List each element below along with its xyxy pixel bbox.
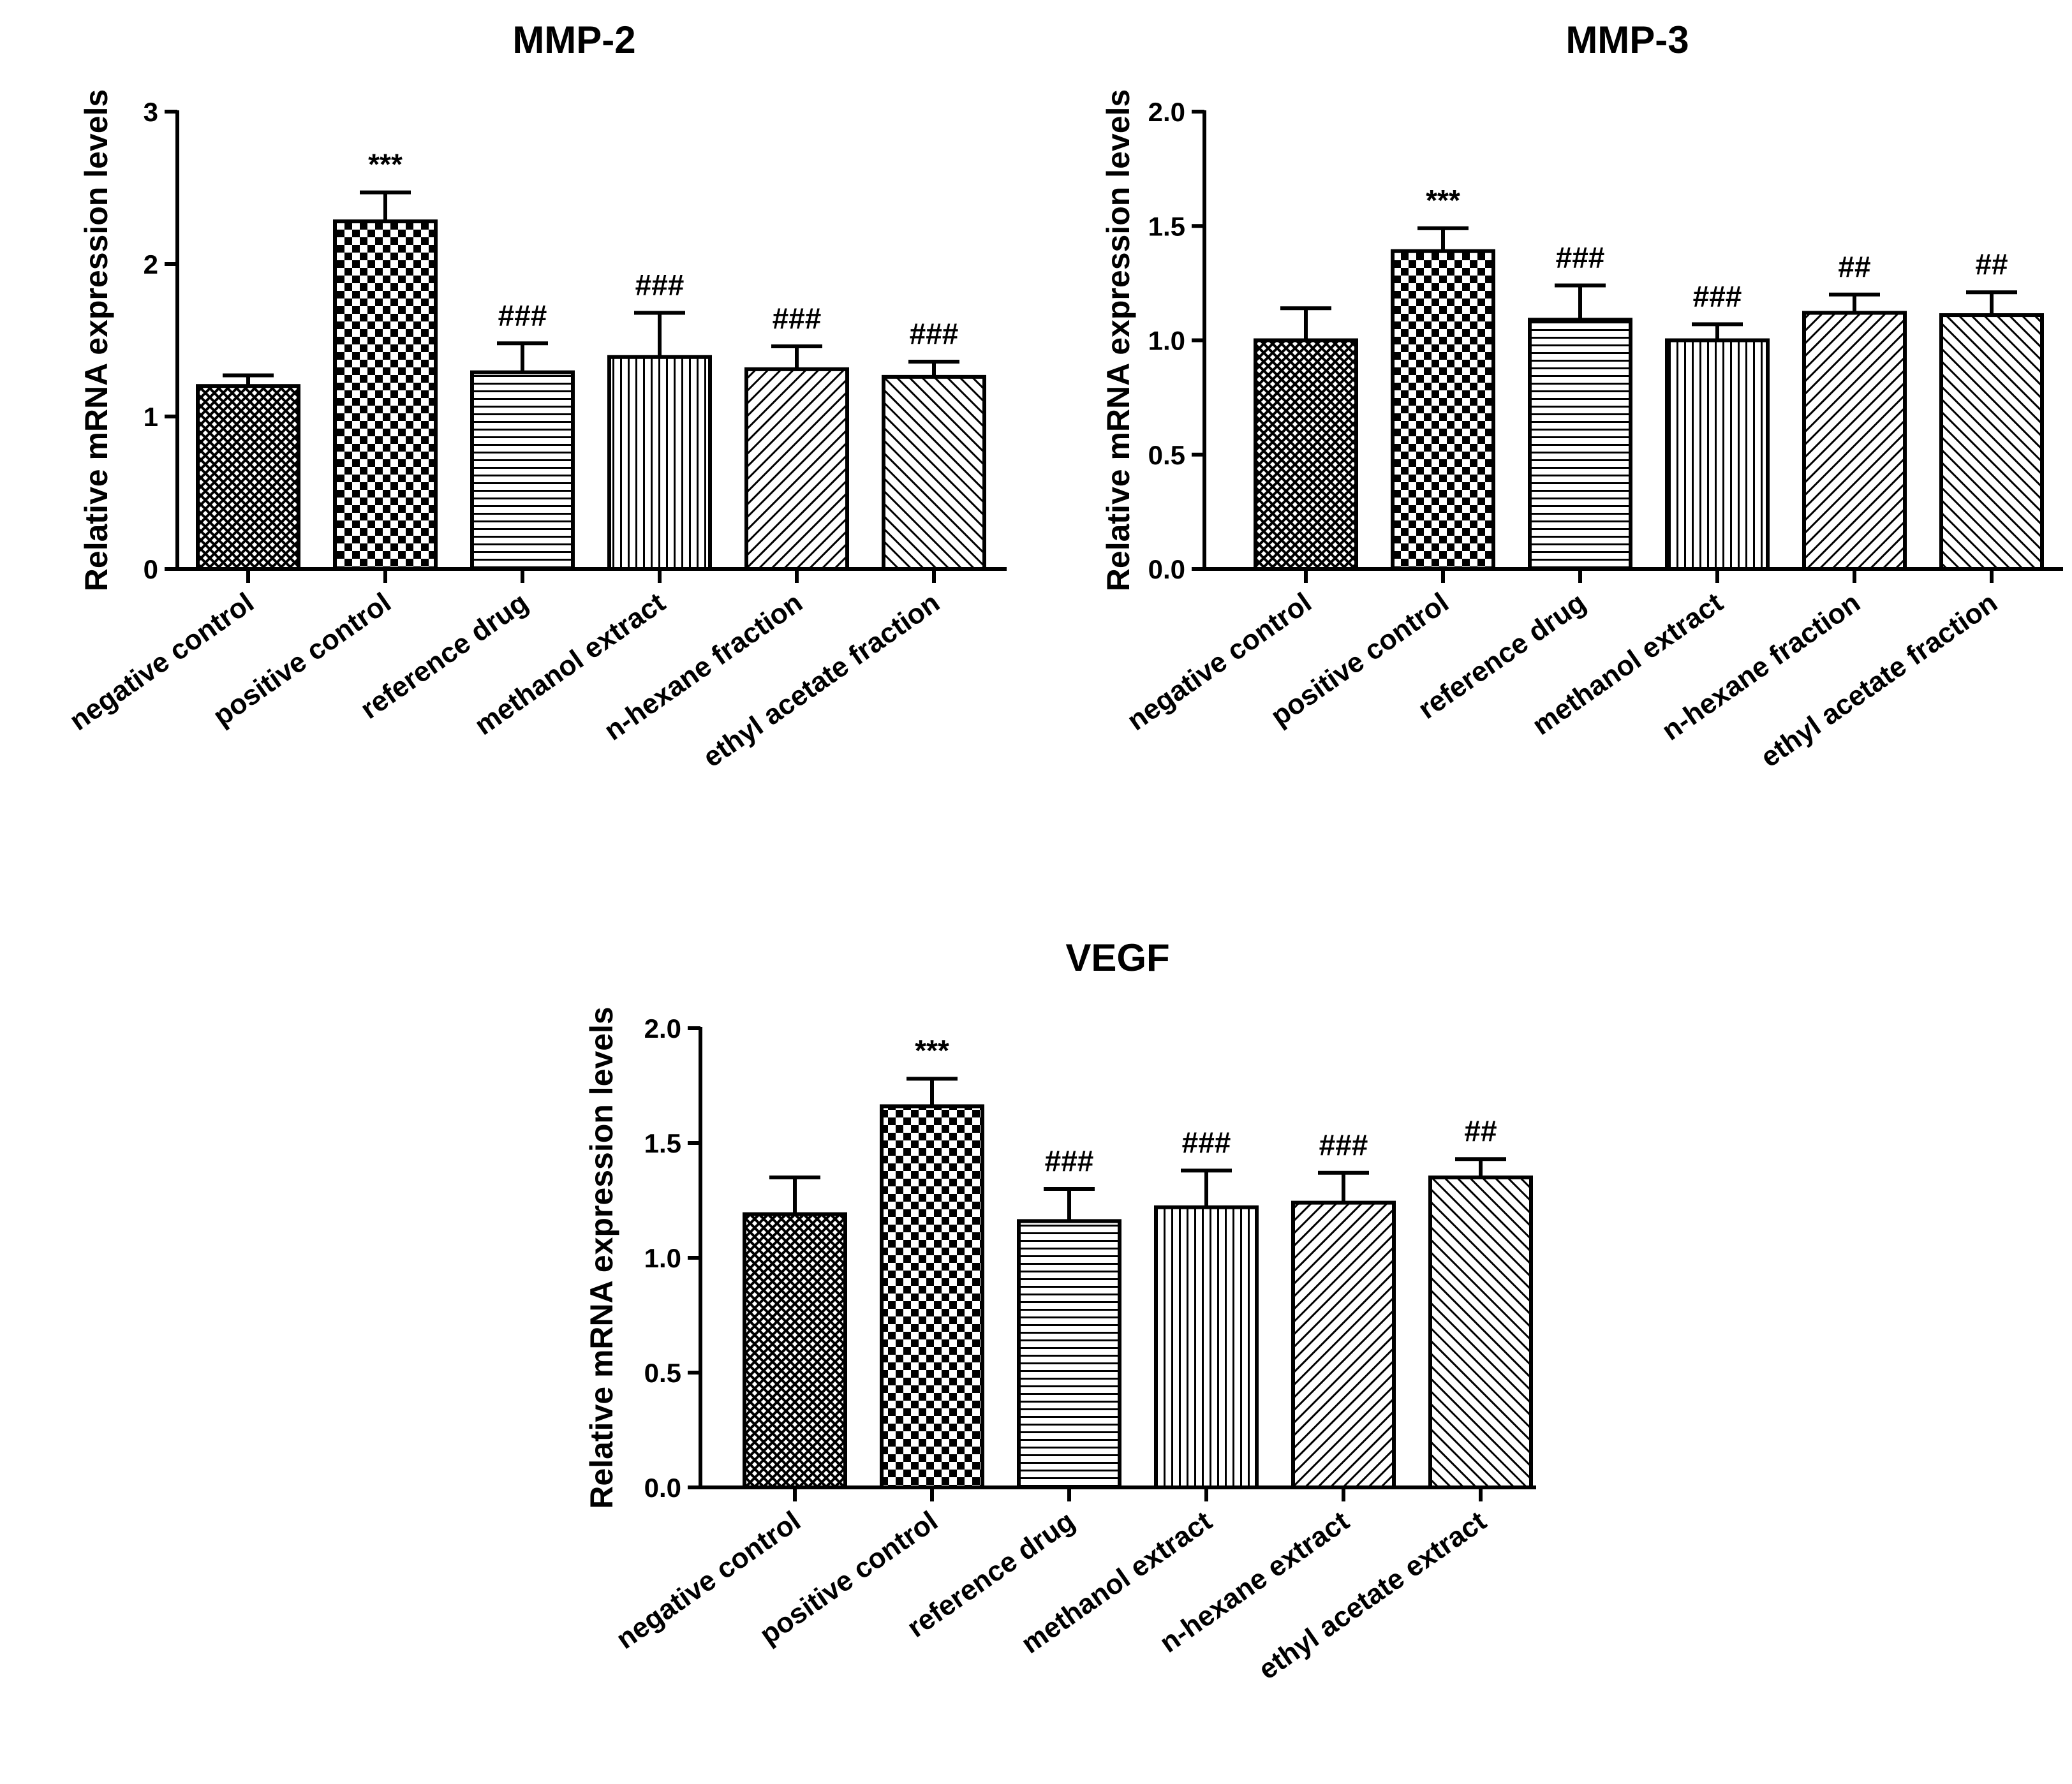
bar-ethyl-acetate-extract bbox=[1428, 1176, 1533, 1489]
y-tick-label: 1.5 bbox=[644, 1128, 681, 1158]
y-axis-label: Relative mRNA expression levels bbox=[1100, 89, 1136, 591]
significance-annotation: ### bbox=[498, 299, 547, 332]
bar-positive-control bbox=[333, 219, 438, 571]
y-tick-label: 3 bbox=[144, 97, 158, 127]
significance-annotation: ### bbox=[1182, 1126, 1231, 1159]
bar-n-hexane-extract bbox=[1291, 1200, 1396, 1489]
bar-reference-drug bbox=[1528, 318, 1632, 571]
y-tick-label: 0 bbox=[144, 554, 158, 584]
y-axis-label: Relative mRNA expression levels bbox=[584, 1006, 619, 1508]
significance-annotation: *** bbox=[1426, 184, 1460, 217]
chart-title: MMP-2 bbox=[512, 18, 635, 61]
significance-annotation: ### bbox=[1556, 240, 1605, 274]
y-tick-label: 2.0 bbox=[644, 1014, 681, 1043]
chart-panel-vegf: VEGF Relative mRNA expression levels 0.0 0.… bbox=[584, 936, 1536, 1686]
y-tick-label: 1.5 bbox=[1148, 211, 1185, 241]
y-tick-label: 0.5 bbox=[644, 1358, 681, 1388]
bar-positive-control bbox=[1391, 249, 1495, 571]
bar-negative-control bbox=[743, 1212, 847, 1489]
chart-title: MMP-3 bbox=[1565, 18, 1689, 61]
bar-methanol-extract bbox=[607, 355, 712, 571]
significance-annotation: *** bbox=[915, 1034, 949, 1067]
chart-title: VEGF bbox=[1065, 936, 1169, 979]
x-category-label: ethyl acetate fraction bbox=[1755, 587, 2003, 774]
x-category-label: ethyl acetate extract bbox=[1253, 1505, 1492, 1686]
bar-negative-control bbox=[196, 384, 300, 571]
significance-annotation: ### bbox=[910, 317, 959, 350]
y-tick-label: 0.5 bbox=[1148, 440, 1185, 470]
significance-annotation: ### bbox=[1045, 1144, 1094, 1177]
significance-annotation: ## bbox=[1464, 1114, 1497, 1147]
y-tick-label: 0.0 bbox=[1148, 554, 1185, 584]
significance-annotation: ### bbox=[1319, 1128, 1368, 1161]
significance-annotation: *** bbox=[368, 148, 403, 181]
chart-panel-mmp-3: MMP-3 Relative mRNA expression levels 0.0 0… bbox=[1100, 18, 2063, 774]
y-tick-label: 1.0 bbox=[1148, 326, 1185, 356]
bar-positive-control bbox=[880, 1104, 984, 1489]
bar-n-hexane-fraction bbox=[744, 367, 849, 571]
y-tick-label: 2 bbox=[144, 249, 158, 279]
significance-annotation: ## bbox=[1975, 247, 2008, 281]
significance-annotation: ### bbox=[635, 268, 685, 301]
y-tick-label: 1 bbox=[144, 402, 158, 432]
y-tick-label: 0.0 bbox=[644, 1473, 681, 1503]
y-axis-label: Relative mRNA expression levels bbox=[78, 89, 114, 591]
significance-annotation: ## bbox=[1838, 250, 1870, 283]
bar-reference-drug bbox=[1017, 1219, 1121, 1490]
significance-annotation: ### bbox=[1693, 279, 1742, 313]
x-category-label: ethyl acetate fraction bbox=[697, 587, 945, 774]
chart-panel-mmp-2: MMP-2 Relative mRNA expression levels 0 1 2 3… bbox=[64, 18, 1007, 774]
y-tick-label: 1.0 bbox=[644, 1243, 681, 1273]
bar-ethyl-acetate-fraction bbox=[882, 374, 986, 571]
y-tick-label: 2.0 bbox=[1148, 97, 1185, 127]
bar-methanol-extract bbox=[1665, 338, 1770, 571]
bar-methanol-extract bbox=[1154, 1205, 1259, 1490]
bar-ethyl-acetate-fraction bbox=[1939, 313, 2044, 571]
significance-annotation: ### bbox=[773, 302, 822, 335]
bar-negative-control bbox=[1254, 338, 1358, 571]
bar-n-hexane-fraction bbox=[1802, 311, 1907, 571]
bar-reference-drug bbox=[470, 370, 575, 571]
